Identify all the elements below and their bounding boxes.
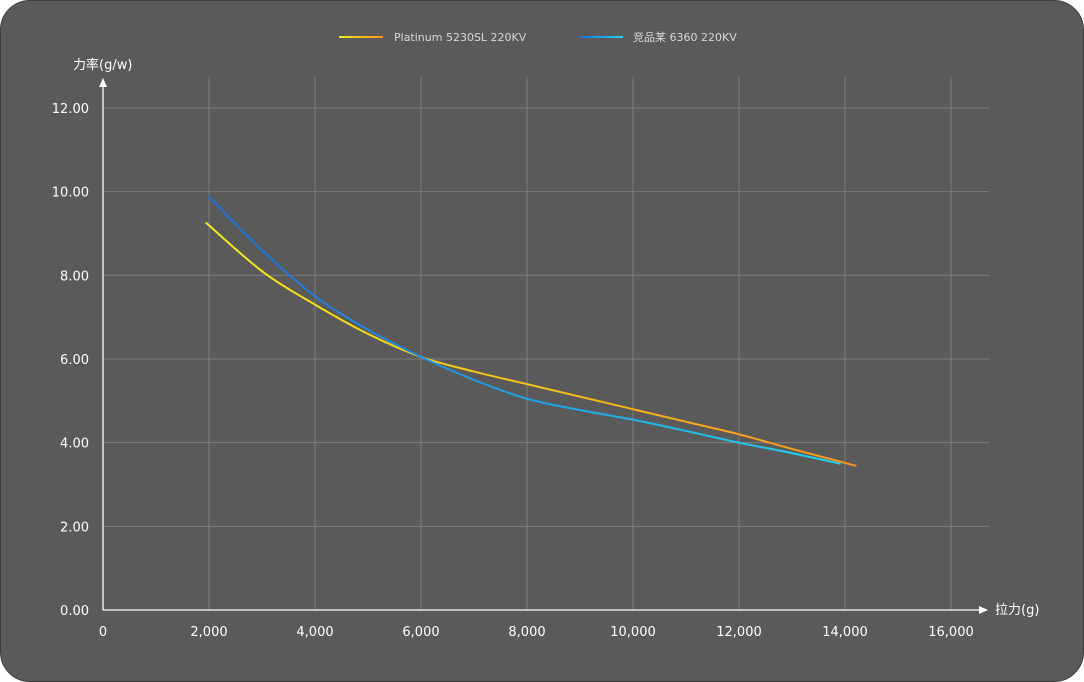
- legend: Platinum 5230SL 220KV 竞品某 6360 220KV: [339, 30, 737, 44]
- x-axis-title: 拉力(g): [995, 603, 1039, 618]
- x-tick-label: 4,000: [296, 625, 333, 640]
- y-tick-label: 4.00: [60, 437, 89, 452]
- y-tick-label: 10.00: [52, 186, 89, 201]
- axes: 拉力(g) 力率(g/w): [73, 57, 1039, 618]
- x-tick-label: 2,000: [190, 625, 227, 640]
- series-lines: [205, 195, 857, 467]
- series-line-1: [208, 195, 841, 465]
- x-tick-label: 12,000: [716, 625, 762, 640]
- legend-label: Platinum 5230SL 220KV: [394, 31, 527, 44]
- x-tick-label: 0: [99, 625, 107, 640]
- y-tick-label: 8.00: [60, 269, 89, 284]
- x-tick-label: 16,000: [928, 625, 974, 640]
- y-axis-title: 力率(g/w): [73, 57, 132, 73]
- x-tick-label: 14,000: [822, 625, 868, 640]
- x-tick-label: 6,000: [402, 625, 439, 640]
- x-tick-label: 8,000: [508, 625, 545, 640]
- y-tick-label: 2.00: [60, 520, 89, 535]
- tick-labels: 0.00 2.00 4.00 6.00 8.00 10.00 12.00 0 2,000 4,00…: [52, 102, 974, 640]
- x-tick-label: 10,000: [610, 625, 656, 640]
- y-tick-label: 6.00: [60, 353, 89, 368]
- series-line-0: [205, 222, 857, 467]
- y-tick-label: 12.00: [52, 102, 89, 117]
- grid-lines: [103, 77, 989, 610]
- legend-label: 竞品某 6360 220KV: [633, 30, 737, 44]
- y-tick-label: 0.00: [60, 604, 89, 619]
